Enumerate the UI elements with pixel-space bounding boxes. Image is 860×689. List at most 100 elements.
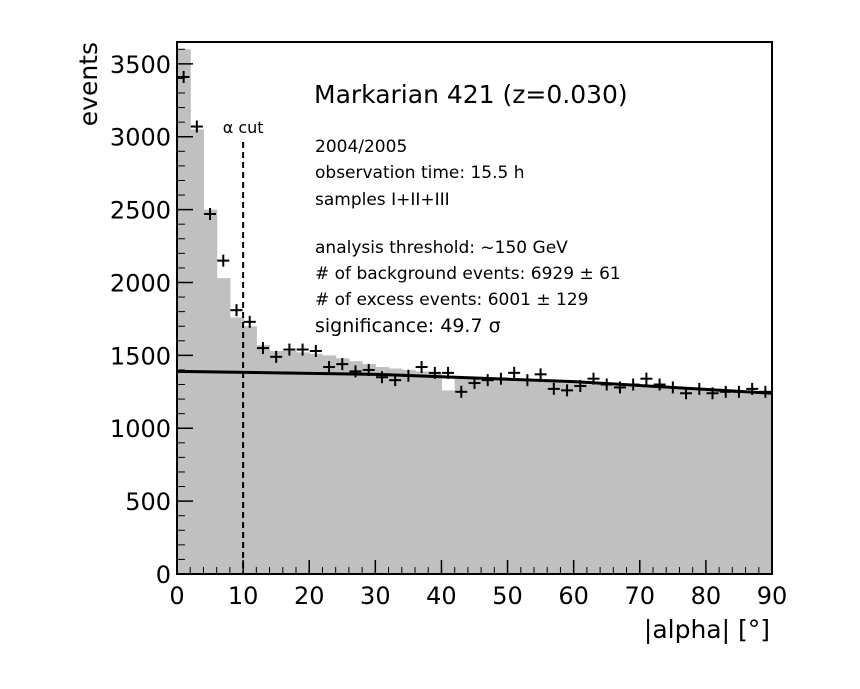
data-point: [296, 343, 309, 356]
x-tick-label: 20: [294, 582, 325, 610]
histogram-bar: [467, 377, 482, 574]
data-point: [428, 366, 441, 379]
data-point: [455, 385, 468, 398]
data-point: [627, 378, 640, 391]
x-tick-label: 40: [426, 582, 457, 610]
data-point: [375, 371, 388, 384]
alpha-cut-label: α cut: [223, 118, 264, 137]
data-point: [204, 207, 217, 220]
histogram-bar: [613, 385, 628, 574]
histogram-bar: [666, 388, 681, 574]
histogram-bar: [573, 383, 588, 574]
histogram-bar: [229, 317, 244, 574]
alpha-cut-marker: α cut: [223, 118, 264, 574]
histogram-bar: [679, 388, 694, 574]
annotation-background-events: # of background events: 6929 ± 61: [315, 264, 621, 284]
histogram-bar: [375, 367, 390, 574]
histogram-bar: [454, 377, 469, 574]
data-point: [746, 382, 759, 395]
data-point: [309, 344, 322, 357]
data-point: [177, 70, 190, 83]
histogram-bar: [243, 326, 257, 574]
histogram-bar: [719, 391, 733, 574]
histogram-bar: [322, 355, 337, 574]
histogram-bar: [203, 209, 218, 574]
histogram-bar: [600, 384, 614, 574]
histogram-bar: [494, 378, 509, 574]
data-point: [706, 387, 719, 400]
x-tick-label: 50: [492, 582, 523, 610]
histogram-bar: [388, 368, 403, 574]
data-point: [336, 358, 349, 371]
x-tick-label: 60: [558, 582, 589, 610]
data-point: [508, 366, 521, 379]
data-point: [693, 382, 706, 395]
data-point: [481, 374, 494, 387]
data-point: [653, 378, 666, 391]
annotation-observation-time: observation time: 15.5 h: [315, 163, 525, 183]
plot-frame: [176, 41, 773, 575]
histogram-bar: [534, 381, 548, 574]
data-point: [217, 254, 230, 267]
y-tick-label: 1500: [110, 342, 171, 370]
data-point: [349, 365, 362, 378]
y-tick-label: 0: [156, 561, 171, 589]
data-point: [362, 363, 375, 376]
histogram-bar: [428, 372, 443, 574]
data-point: [494, 372, 507, 385]
data-point: [521, 374, 534, 387]
axis-ticks: 0 10 20 30 40 50 60 70 80 90 0 500 1000 1500 2000 2500 3…: [110, 48, 788, 610]
annotation-samples: samples I+II+III: [315, 190, 450, 210]
data-point: [666, 381, 679, 394]
data-point: [468, 377, 481, 390]
histogram-bar: [296, 352, 310, 574]
histogram-bar: [507, 380, 522, 574]
histogram-bar: [216, 278, 231, 574]
histogram-bar: [348, 361, 363, 574]
histogram-bar: [335, 358, 350, 574]
histogram-bar: [282, 350, 297, 574]
histogram-bar: [269, 350, 284, 574]
x-tick-label: 30: [360, 582, 391, 610]
x-tick-label: 70: [625, 582, 656, 610]
y-tick-label: 2500: [110, 197, 171, 225]
data-point: [230, 304, 243, 317]
histogram-bar: [758, 393, 773, 574]
histogram-bar: [560, 383, 575, 574]
annotation-threshold: analysis threshold: ~150 GeV: [315, 238, 568, 258]
data-point: [442, 366, 455, 379]
histogram-bar: [190, 129, 205, 574]
histogram-bar: [401, 369, 416, 574]
histogram-bar: [520, 381, 535, 574]
data-point: [600, 378, 613, 391]
data-point: [587, 372, 600, 385]
annotation-period: 2004/2005: [315, 137, 407, 157]
data-points: [177, 70, 772, 400]
histogram-bar: [256, 345, 271, 574]
data-point: [323, 361, 336, 374]
data-point: [243, 315, 256, 328]
data-point: [402, 369, 415, 382]
x-axis-label: |alpha| [°]: [644, 615, 770, 644]
histogram-bar: [547, 381, 562, 574]
chart-title: Markarian 421 (z=0.030): [314, 80, 628, 109]
data-point: [732, 385, 745, 398]
data-point: [415, 361, 428, 374]
y-tick-label: 1000: [110, 415, 171, 443]
y-axis-label: events: [74, 42, 103, 126]
plot-border: [176, 41, 773, 575]
y-tick-label: 2000: [110, 269, 171, 297]
x-tick-label: 90: [757, 582, 788, 610]
annotation-block: 2004/2005 observation time: 15.5 h sampl…: [315, 137, 621, 337]
data-point: [574, 379, 587, 392]
data-point: [547, 382, 560, 395]
data-point: [283, 343, 296, 356]
histogram-bar: [692, 390, 707, 574]
data-point: [561, 384, 574, 397]
data-point: [534, 368, 547, 381]
data-point: [759, 385, 772, 398]
y-tick-label: 500: [125, 488, 171, 516]
data-point: [389, 374, 402, 387]
data-point: [640, 372, 653, 385]
